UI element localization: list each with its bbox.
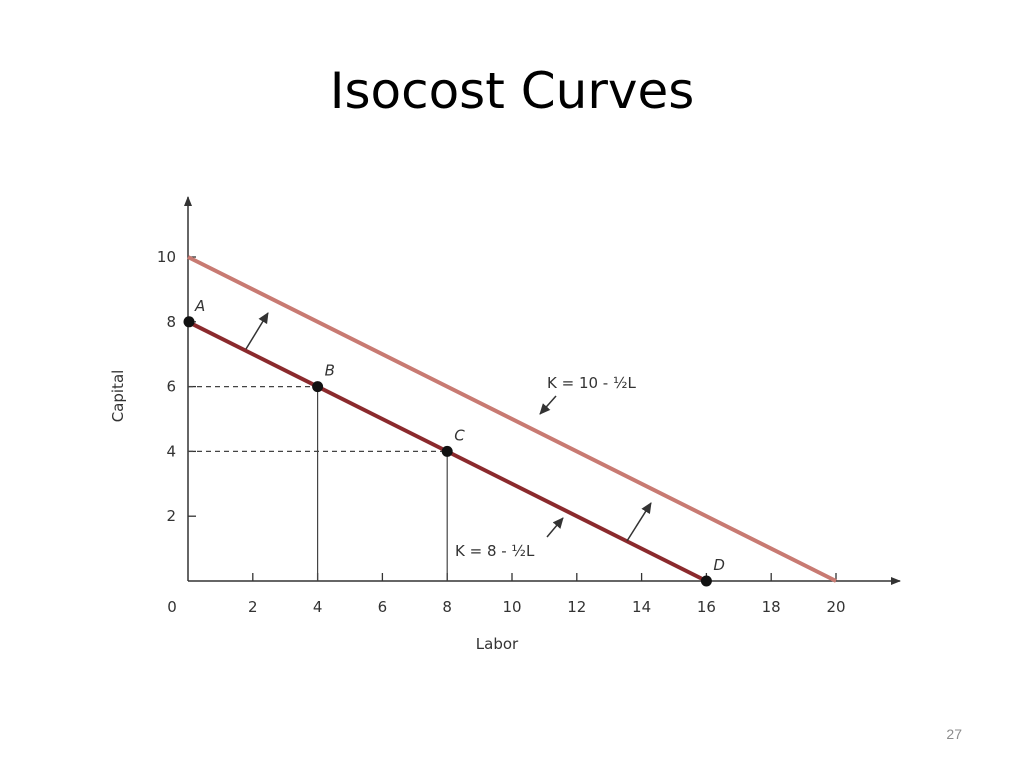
y-tick-label: 4 xyxy=(166,442,176,460)
point-label-a: A xyxy=(194,297,205,315)
x-tick-label: 4 xyxy=(313,598,323,616)
x-tick-label: 12 xyxy=(567,598,586,616)
equation-upper: K = 10 - ½L xyxy=(547,374,637,392)
x-tick-label: 20 xyxy=(826,598,845,616)
x-tick-label: 2 xyxy=(248,598,258,616)
page-number: 27 xyxy=(946,726,962,742)
point-label-d: D xyxy=(713,556,725,574)
y-axis-label: Capital xyxy=(109,370,127,423)
y-tick-label: 8 xyxy=(166,313,176,331)
shift-arrow-1 xyxy=(245,312,269,350)
isocost-line-1 xyxy=(187,255,837,583)
point-label-b: B xyxy=(325,362,335,380)
equation-lower: K = 8 - ½L xyxy=(455,542,535,560)
x-tick-label: 10 xyxy=(502,598,521,616)
y-tick-label: 2 xyxy=(166,507,176,525)
label-pointer-upper xyxy=(539,395,557,415)
shift-arrow-2 xyxy=(626,502,652,542)
label-pointer-lower xyxy=(546,517,564,538)
point-c xyxy=(441,445,453,457)
x-tick-label: 18 xyxy=(762,598,781,616)
point-d xyxy=(700,575,712,587)
x-tick-label: 0 xyxy=(167,598,177,616)
point-label-c: C xyxy=(454,426,465,444)
point-b xyxy=(312,381,324,393)
x-tick-label: 6 xyxy=(378,598,388,616)
x-tick-label: 14 xyxy=(632,598,651,616)
x-tick-label: 8 xyxy=(442,598,452,616)
slide-title: Isocost Curves xyxy=(329,62,695,120)
y-tick-label: 10 xyxy=(157,248,176,266)
y-tick-label: 6 xyxy=(166,378,176,396)
x-tick-label: 16 xyxy=(697,598,716,616)
x-axis-label: Labor xyxy=(476,635,519,653)
point-a xyxy=(183,316,195,328)
